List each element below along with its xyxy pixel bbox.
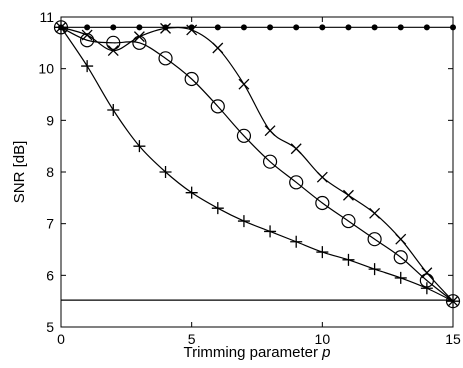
y-tick-label: 6 — [46, 267, 54, 283]
data-point-circle — [445, 294, 461, 309]
data-point-plus — [342, 253, 355, 266]
data-point-plus — [264, 225, 277, 238]
series-line — [60, 26, 454, 302]
data-point-cross — [107, 45, 119, 57]
data-point-circle — [80, 33, 95, 48]
x-axis-label-main: Trimming parameter — [184, 344, 323, 361]
x-tick-label: 5 — [188, 331, 196, 347]
data-point-cross — [290, 143, 302, 155]
data-point-circle — [158, 51, 173, 66]
data-point-circle — [367, 232, 382, 247]
data-point-plus — [211, 202, 224, 215]
data-point-cross — [160, 22, 171, 34]
data-point-circle — [262, 154, 278, 169]
data-point-cross — [395, 233, 407, 245]
data-point-circle — [210, 99, 225, 114]
data-point-cross — [343, 189, 354, 201]
data-point-plus — [290, 235, 303, 248]
data-point-cross — [238, 78, 250, 90]
data-point-plus — [420, 282, 433, 295]
x-tick-label: 0 — [57, 331, 65, 347]
axis-ticks — [60, 16, 454, 328]
data-point-plus — [447, 295, 459, 308]
data-point-cross — [133, 31, 145, 43]
data-point-circle — [393, 250, 408, 265]
y-axis-label: SNR [dB] — [11, 141, 28, 204]
x-axis-label-variable: p — [321, 344, 330, 361]
data-point-plus — [185, 186, 198, 199]
data-point-circle — [53, 20, 69, 35]
y-tick-label: 5 — [46, 319, 54, 335]
data-point-plus — [368, 263, 381, 276]
series-line — [60, 26, 454, 302]
y-tick-label: 8 — [46, 164, 54, 180]
series-line — [60, 26, 454, 302]
data-point-dot — [162, 24, 169, 31]
data-point-plus — [107, 104, 120, 116]
data-point-dot — [214, 24, 221, 31]
data-point-circle — [236, 128, 252, 143]
plot-area — [60, 16, 454, 328]
data-point-dot — [267, 24, 274, 31]
data-series — [53, 20, 461, 309]
data-point-dot — [345, 24, 352, 31]
x-tick-label: 15 — [445, 331, 461, 347]
data-point-dot — [136, 24, 143, 31]
data-point-plus — [237, 215, 250, 228]
data-point-dot — [423, 24, 430, 31]
data-point-dot — [293, 24, 300, 31]
data-point-plus — [159, 166, 172, 178]
data-point-dot — [397, 24, 404, 31]
data-point-circle — [341, 213, 356, 229]
data-point-circle — [289, 175, 304, 190]
data-point-plus — [133, 140, 146, 153]
data-point-circle — [315, 195, 330, 211]
data-point-cross — [264, 125, 276, 137]
y-tick-label: 10 — [38, 61, 54, 77]
data-point-cross — [186, 24, 198, 36]
data-point-cross — [369, 207, 381, 219]
data-point-cross — [212, 42, 224, 54]
data-point-plus — [55, 21, 67, 34]
data-point-cross — [421, 267, 433, 279]
data-point-dot — [240, 24, 247, 31]
data-point-dot — [450, 24, 456, 31]
data-point-circle — [184, 71, 199, 87]
data-point-cross — [316, 171, 328, 183]
data-point-circle — [106, 35, 121, 50]
data-point-cross — [81, 29, 93, 41]
series-dot — [58, 24, 456, 31]
data-point-plus — [81, 60, 94, 73]
series-plus — [55, 21, 459, 308]
y-tick-label: 11 — [39, 9, 54, 25]
y-tick-label: 7 — [46, 216, 54, 232]
data-point-dot — [110, 24, 117, 31]
data-point-plus — [316, 246, 329, 259]
x-tick-label: 10 — [315, 331, 331, 347]
y-tick-label: 9 — [46, 112, 54, 128]
data-point-dot — [84, 24, 91, 31]
data-point-dot — [371, 24, 378, 31]
series-circle — [53, 20, 461, 309]
data-point-plus — [394, 271, 407, 284]
data-point-dot — [319, 24, 326, 31]
x-axis-label: Trimming parameter p — [184, 344, 331, 361]
